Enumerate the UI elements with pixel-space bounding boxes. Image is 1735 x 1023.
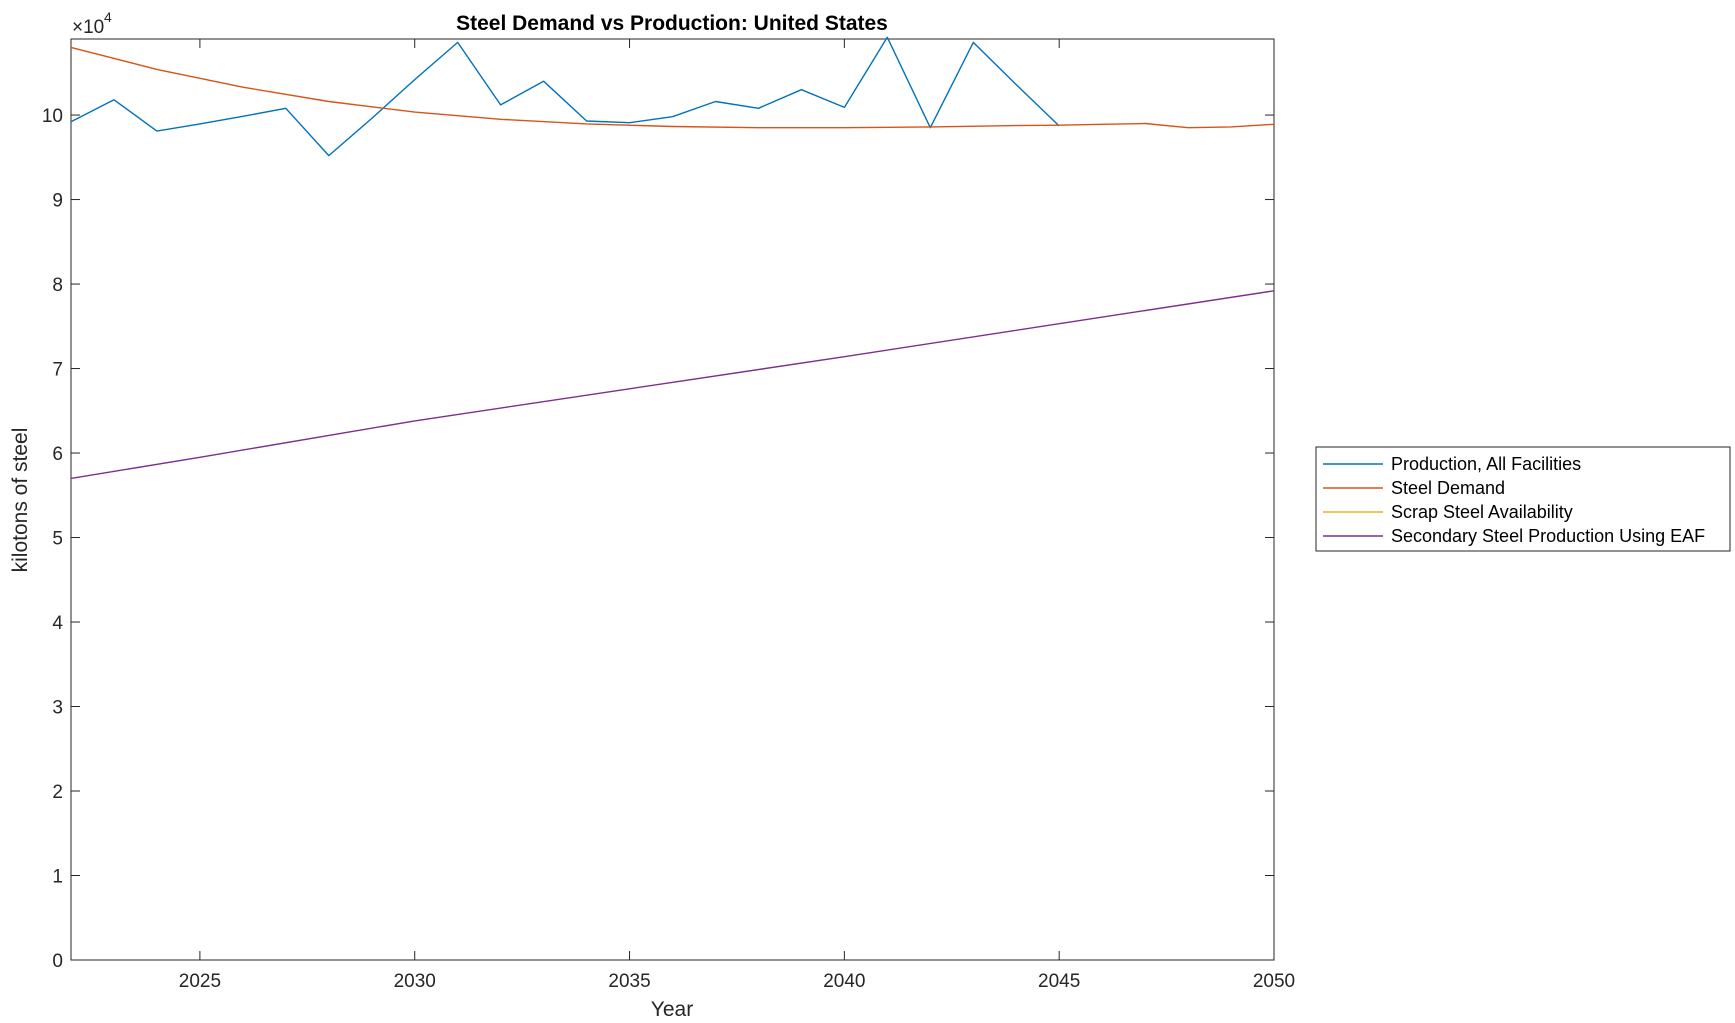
- y-tick-label: 10: [42, 106, 63, 127]
- y-tick-label: 1: [52, 867, 63, 888]
- legend-label-2: Steel Demand: [1391, 478, 1505, 498]
- x-tick-label: 2035: [608, 971, 650, 992]
- series-line-1: [70, 36, 1060, 157]
- y-axis-label: kilotons of steel: [9, 428, 32, 573]
- axis-ticks: 2025 2030 2035 2040 2045 2050 0 1 2 3 4 5 6 7 8 9 10: [42, 39, 1295, 992]
- y-tick-label: 0: [52, 951, 63, 972]
- series-layer: [70, 36, 1275, 480]
- x-tick-label: 2040: [823, 971, 865, 992]
- x-tick-label: 2045: [1038, 971, 1080, 992]
- series-line-2: [70, 46, 1275, 129]
- x-tick-label: 2025: [179, 971, 221, 992]
- y-tick-label: 9: [52, 191, 63, 212]
- x-tick-label: 2030: [394, 971, 436, 992]
- y-tick-label: 4: [52, 613, 63, 634]
- y-tick-label: 8: [52, 275, 63, 296]
- x-tick-label: 2050: [1253, 971, 1295, 992]
- y-tick-label: 6: [52, 444, 63, 465]
- legend: Production, All Facilities Steel Demand Sc…: [1315, 446, 1731, 552]
- exponent-label: ×10 4: [72, 9, 112, 38]
- legend-box: [1315, 446, 1731, 552]
- legend-entries: Production, All Facilities Steel Demand Sc…: [1323, 454, 1705, 546]
- y-tick-label: 5: [52, 529, 63, 550]
- legend-label-1: Production, All Facilities: [1391, 454, 1581, 474]
- y-tick-label: 3: [52, 698, 63, 719]
- series-line-4: [70, 290, 1275, 480]
- legend-label-3: Scrap Steel Availability: [1391, 502, 1573, 522]
- chart-title: Steel Demand vs Production: United State…: [456, 12, 888, 35]
- legend-label-4: Secondary Steel Production Using EAF: [1391, 526, 1705, 546]
- exponent-base: ×10: [72, 17, 104, 38]
- plot-area: [70, 38, 1275, 961]
- x-axis-label: Year: [651, 998, 693, 1021]
- y-tick-label: 2: [52, 782, 63, 803]
- exponent-power: 4: [104, 9, 112, 25]
- y-tick-label: 7: [52, 360, 63, 381]
